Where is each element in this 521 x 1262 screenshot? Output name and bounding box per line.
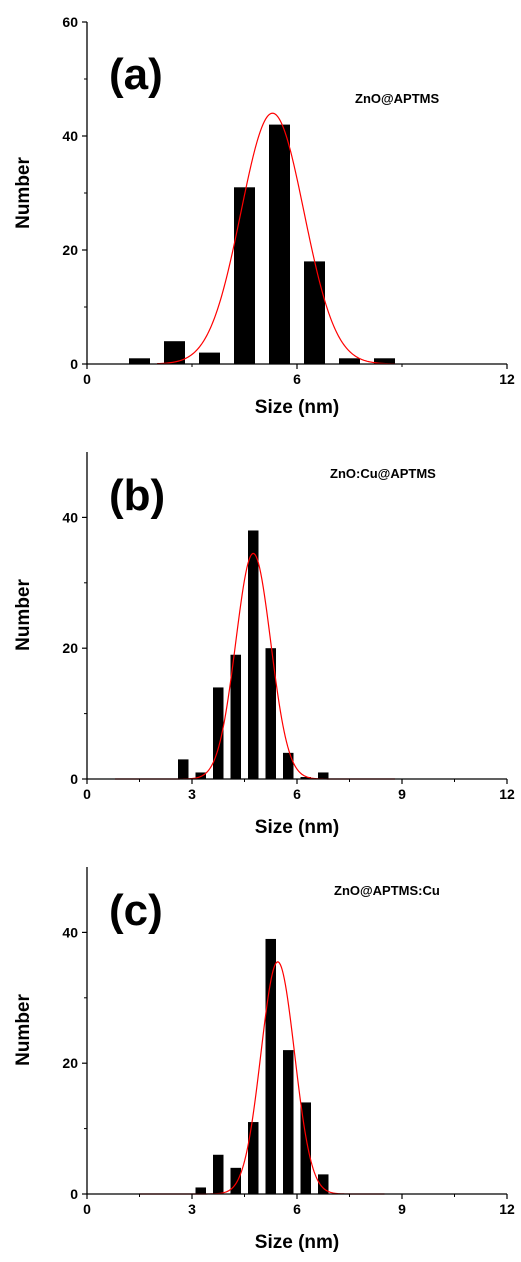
histogram-bar (230, 654, 241, 779)
panel-tag: (a) (109, 50, 163, 99)
histogram-bar (304, 261, 325, 364)
panel-tag: (b) (109, 471, 165, 520)
x-tick-label: 6 (293, 786, 301, 802)
x-tick-label: 12 (499, 786, 515, 802)
y-tick-label: 0 (70, 356, 78, 372)
histogram-bar (199, 352, 220, 364)
y-tick-label: 60 (62, 14, 78, 30)
x-tick-label: 3 (188, 1201, 196, 1217)
x-tick-label: 12 (499, 1201, 515, 1217)
histogram-bar (318, 1174, 329, 1194)
y-tick-label: 0 (70, 1186, 78, 1202)
panel-a: Number Size (nm) (a) ZnO@APTMS 0 6 12 0 20 40… (13, 14, 515, 418)
histogram-bar (234, 187, 255, 364)
histogram-bar (230, 1167, 241, 1194)
x-axis-label: Size (nm) (255, 1232, 339, 1253)
histogram-bar (178, 759, 189, 779)
y-axis-label: Number (13, 994, 34, 1066)
y-axis-label: Number (13, 579, 34, 651)
x-tick-label: 3 (188, 786, 196, 802)
histogram-bar (129, 358, 150, 364)
y-tick-label: 20 (62, 242, 78, 258)
x-tick-label: 12 (499, 371, 515, 387)
histogram-bar (195, 772, 206, 779)
x-tick-label: 6 (293, 371, 301, 387)
panel-tag: (c) (109, 886, 163, 935)
histogram-bar (248, 530, 259, 779)
histogram-bar (213, 687, 224, 779)
x-tick-label: 0 (83, 786, 91, 802)
x-axis-label: Size (nm) (255, 817, 339, 838)
gaussian-fit-curve (139, 961, 385, 1195)
y-tick-label: 40 (62, 128, 78, 144)
histogram-bar (300, 1102, 311, 1194)
histogram-bar (318, 772, 329, 779)
x-tick-label: 6 (293, 1201, 301, 1217)
histogram-bar (300, 777, 311, 779)
histogram-bar (269, 124, 290, 364)
histogram-bar (265, 648, 276, 779)
histogram-bar (213, 1154, 224, 1194)
y-tick-label: 40 (62, 924, 78, 940)
y-tick-label: 20 (62, 1055, 78, 1071)
histogram-bar (248, 1122, 259, 1194)
histogram-bar (164, 341, 185, 364)
x-tick-label: 9 (398, 786, 406, 802)
y-tick-label: 20 (62, 640, 78, 656)
series-annotation: ZnO@APTMS:Cu (334, 883, 440, 898)
series-annotation: ZnO@APTMS (355, 91, 439, 106)
series-annotation: ZnO:Cu@APTMS (330, 466, 436, 481)
x-axis-label: Size (nm) (255, 397, 339, 418)
panel-c: Number Size (nm) (c) ZnO@APTMS:Cu 0 3 6 9 12… (13, 867, 515, 1253)
y-tick-label: 0 (70, 771, 78, 787)
histogram-bar (283, 752, 294, 779)
x-tick-label: 0 (83, 371, 91, 387)
histogram-bar (195, 1187, 206, 1194)
x-tick-label: 0 (83, 1201, 91, 1217)
x-tick-label: 9 (398, 1201, 406, 1217)
panel-b: Number Size (nm) (b) ZnO:Cu@APTMS 0 3 6 9 12… (13, 452, 515, 838)
histogram-bar (374, 358, 395, 364)
y-tick-label: 40 (62, 509, 78, 525)
histogram-bar (265, 938, 276, 1194)
histogram-bar (339, 358, 360, 364)
gaussian-fit-curve (156, 112, 396, 365)
y-axis-label: Number (13, 157, 34, 229)
histogram-bar (283, 1050, 294, 1194)
